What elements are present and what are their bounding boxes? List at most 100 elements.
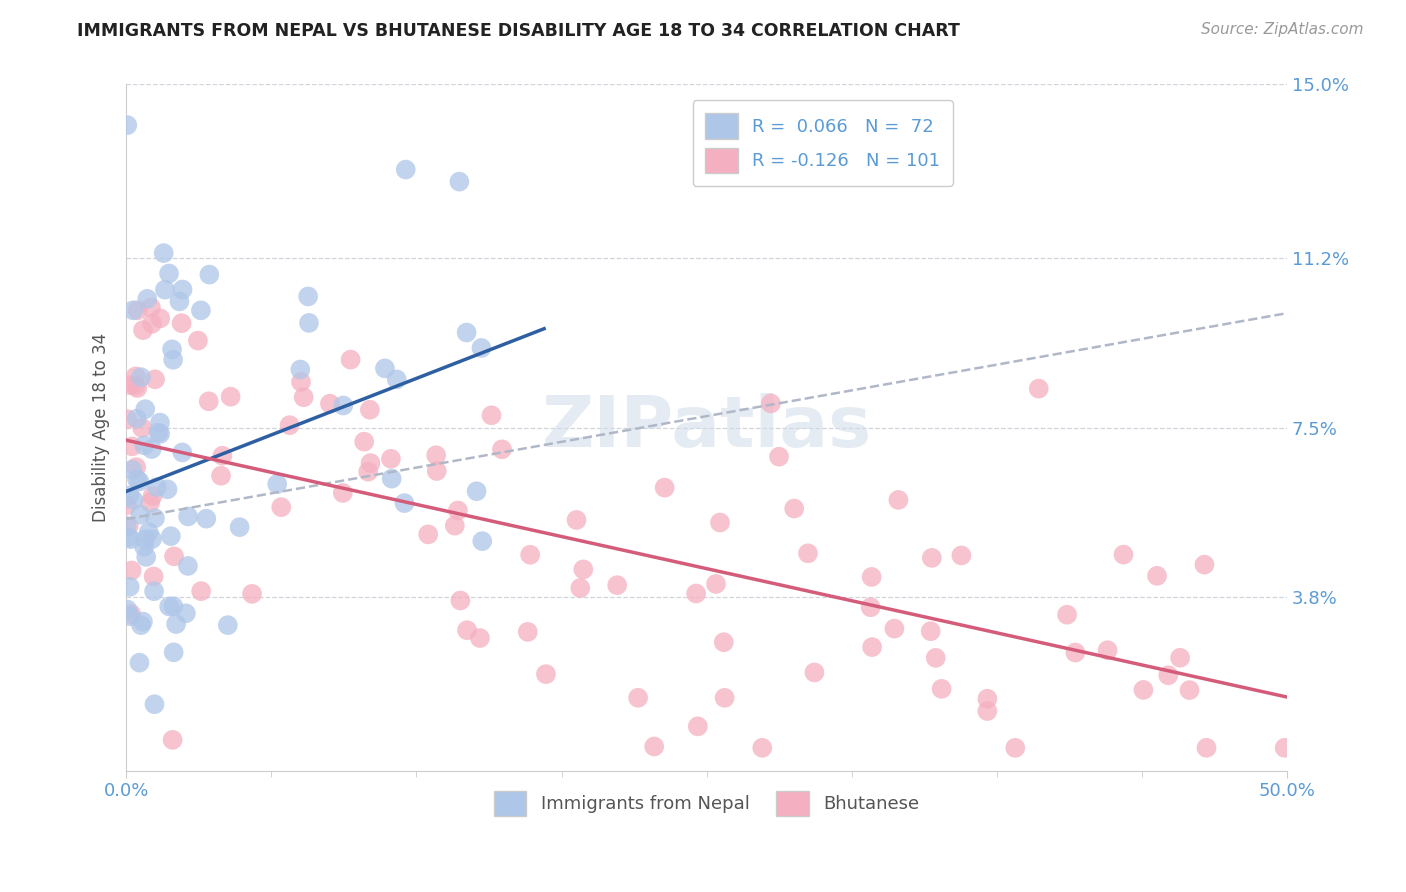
Point xyxy=(134,540,156,554)
Point xyxy=(162,352,184,367)
Point xyxy=(139,301,162,315)
Point xyxy=(797,546,820,560)
Point xyxy=(1157,668,1180,682)
Point xyxy=(132,323,155,337)
Legend: Immigrants from Nepal, Bhutanese: Immigrants from Nepal, Bhutanese xyxy=(486,783,927,823)
Point xyxy=(465,484,488,499)
Point xyxy=(569,581,592,595)
Point xyxy=(332,486,354,500)
Point xyxy=(471,534,494,549)
Point xyxy=(1112,548,1135,562)
Y-axis label: Disability Age 18 to 34: Disability Age 18 to 34 xyxy=(93,333,110,522)
Point xyxy=(298,316,321,330)
Point xyxy=(118,580,141,594)
Point xyxy=(149,311,172,326)
Point xyxy=(170,316,193,330)
Point xyxy=(115,498,138,512)
Point xyxy=(1028,382,1050,396)
Point xyxy=(1194,558,1216,572)
Point xyxy=(134,533,156,547)
Point xyxy=(128,475,150,489)
Point xyxy=(219,390,242,404)
Point xyxy=(1168,650,1191,665)
Point xyxy=(120,609,142,624)
Point xyxy=(160,529,183,543)
Point xyxy=(156,483,179,497)
Point xyxy=(120,532,142,546)
Point xyxy=(165,617,187,632)
Point xyxy=(120,378,142,392)
Text: Source: ZipAtlas.com: Source: ZipAtlas.com xyxy=(1201,22,1364,37)
Point xyxy=(783,501,806,516)
Point xyxy=(359,402,381,417)
Point xyxy=(976,691,998,706)
Point xyxy=(1178,683,1201,698)
Point xyxy=(143,511,166,525)
Point xyxy=(1146,569,1168,583)
Point xyxy=(122,492,145,507)
Point xyxy=(353,434,375,449)
Point xyxy=(883,622,905,636)
Point xyxy=(228,520,250,534)
Point xyxy=(118,519,141,533)
Point xyxy=(456,326,478,340)
Point xyxy=(117,118,139,132)
Point xyxy=(920,624,942,639)
Point xyxy=(122,303,145,318)
Point xyxy=(141,442,163,456)
Point xyxy=(138,524,160,539)
Point xyxy=(149,416,172,430)
Point xyxy=(143,584,166,599)
Point xyxy=(426,464,449,478)
Point xyxy=(125,472,148,486)
Point xyxy=(859,600,882,615)
Point xyxy=(1064,646,1087,660)
Point xyxy=(124,378,146,392)
Point xyxy=(115,412,138,426)
Point xyxy=(162,599,184,614)
Point xyxy=(470,341,492,355)
Point xyxy=(1132,682,1154,697)
Point xyxy=(157,267,180,281)
Point xyxy=(751,740,773,755)
Point xyxy=(278,418,301,433)
Point xyxy=(297,289,319,303)
Point xyxy=(381,472,404,486)
Point xyxy=(332,399,354,413)
Point xyxy=(565,513,588,527)
Point xyxy=(129,370,152,384)
Point xyxy=(125,369,148,384)
Point xyxy=(468,631,491,645)
Point xyxy=(374,361,396,376)
Point xyxy=(195,511,218,525)
Point xyxy=(136,292,159,306)
Point xyxy=(240,587,263,601)
Point xyxy=(120,607,142,621)
Point xyxy=(270,500,292,515)
Point xyxy=(860,570,883,584)
Point xyxy=(117,530,139,544)
Point xyxy=(925,650,948,665)
Point xyxy=(425,448,447,462)
Point xyxy=(443,518,465,533)
Point xyxy=(759,396,782,410)
Point xyxy=(121,439,143,453)
Point xyxy=(519,548,541,562)
Point xyxy=(319,397,342,411)
Point xyxy=(709,516,731,530)
Point xyxy=(704,577,727,591)
Point xyxy=(713,635,735,649)
Point xyxy=(149,426,172,441)
Point xyxy=(117,602,139,616)
Point xyxy=(209,468,232,483)
Point xyxy=(447,503,470,517)
Point xyxy=(135,549,157,564)
Point xyxy=(516,624,538,639)
Point xyxy=(187,334,209,348)
Point xyxy=(1097,643,1119,657)
Point xyxy=(115,519,138,533)
Point xyxy=(1195,740,1218,755)
Point xyxy=(395,162,418,177)
Point xyxy=(217,618,239,632)
Point xyxy=(360,456,382,470)
